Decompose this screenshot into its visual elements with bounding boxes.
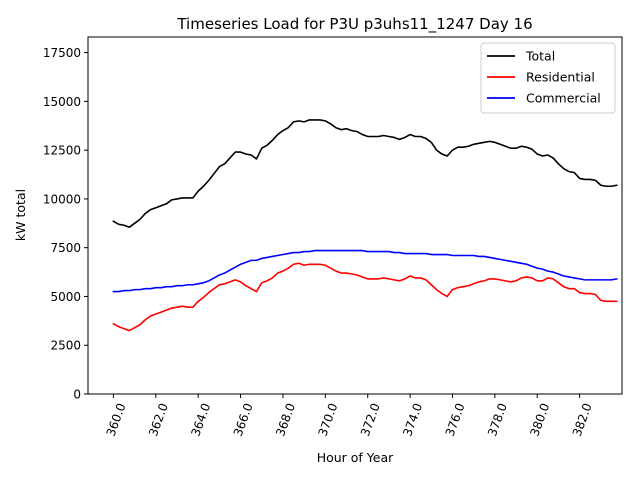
legend: Total Residential Commercial xyxy=(480,42,616,114)
series-layer xyxy=(112,119,618,332)
legend-box xyxy=(480,42,616,114)
y-axis: 0 2500 5000 7500 10000 12500 15000 17500 xyxy=(43,46,88,402)
axes-frame xyxy=(87,36,623,395)
y-tick-label: 12500 xyxy=(43,144,81,158)
y-tick-label: 2500 xyxy=(50,339,81,353)
y-tick-label: 10000 xyxy=(43,192,81,206)
y-tick-label: 15000 xyxy=(43,95,81,109)
y-tick-label: 7500 xyxy=(50,241,81,255)
chart-title: Timeseries Load for P3U p3uhs11_1247 Day… xyxy=(176,15,532,34)
legend-label-commercial: Commercial xyxy=(526,91,601,106)
x-axis-label: Hour of Year xyxy=(317,450,394,465)
y-tick-label: 17500 xyxy=(43,46,81,60)
series-line-commercial xyxy=(112,249,618,293)
y-tick-label: 5000 xyxy=(50,290,81,304)
series-line-total xyxy=(112,119,618,228)
legend-label-total: Total xyxy=(525,49,555,64)
y-tick-label: 0 xyxy=(73,388,81,402)
legend-label-residential: Residential xyxy=(526,70,595,85)
y-axis-label: kW total xyxy=(13,189,28,241)
series-line-residential xyxy=(112,262,618,332)
